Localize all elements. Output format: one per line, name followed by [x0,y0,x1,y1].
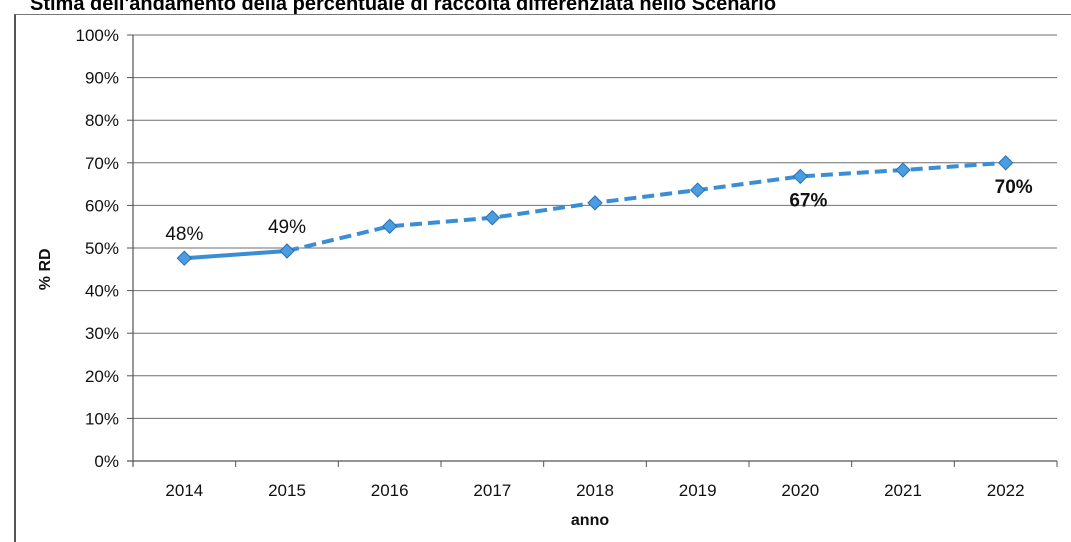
data-point-marker [279,243,295,259]
x-tick-label: 2022 [987,481,1025,500]
y-tick-label: 70% [85,154,119,173]
y-tick-label: 90% [85,69,119,88]
data-point-marker [792,168,809,185]
chart-title: Stima dell'andamento della percentuale d… [30,0,777,15]
data-label: 67% [789,190,827,211]
x-tick-label: 2017 [473,481,511,500]
x-tick-label: 2018 [576,481,614,500]
y-tick-label: 0% [94,452,119,471]
x-tick-label: 2015 [268,481,306,500]
x-tick-label: 2019 [679,481,717,500]
x-tick-label: 2016 [371,481,409,500]
x-axis-title: anno [571,512,609,529]
series-line-dashed [286,160,1006,253]
x-tick-label: 2020 [781,481,819,500]
data-point-marker [997,155,1014,171]
x-tick-labels: 2014 2015 2016 2017 2018 2019 2020 2021 2022 [165,481,1024,500]
data-point-marker [895,162,911,178]
y-tick-label: 10% [85,409,119,428]
axes [127,34,1058,467]
x-tick-label: 2021 [884,481,922,500]
data-label: 48% [165,224,203,245]
series-lines [184,160,1006,261]
y-tick-label: 40% [85,282,119,301]
data-label: 70% [995,177,1033,198]
series-line-solid [184,248,288,261]
y-tick-labels: 0% 10% 20% 30% 40% 50% 60% 70% 80% 90% 100% [76,26,119,471]
data-point-marker [484,210,501,226]
y-tick-label: 80% [85,111,119,130]
series-markers [176,155,1014,266]
y-axis-title: % RD [37,248,54,290]
y-tick-label: 20% [85,367,119,386]
chart-frame [14,14,1071,542]
y-tick-label: 30% [85,324,119,343]
data-label: 49% [268,217,306,238]
y-tick-label: 50% [85,239,119,258]
data-point-marker [176,250,193,266]
y-tick-label: 60% [85,196,119,215]
x-tick-label: 2014 [165,481,203,500]
data-labels: 48% 49% 67% 70% [165,177,1032,245]
y-tick-label: 100% [76,26,119,45]
data-point-marker [689,182,706,198]
grid-lines [133,34,1057,419]
data-point-marker [587,195,603,211]
data-point-marker [381,218,398,234]
